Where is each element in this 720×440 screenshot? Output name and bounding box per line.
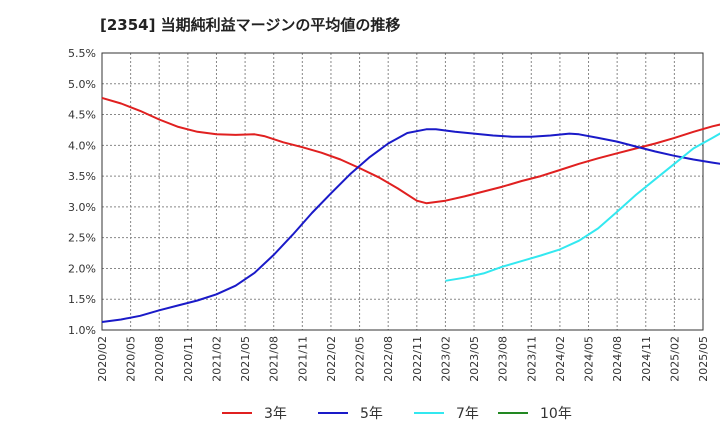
x-tick-label: 2023/11	[525, 336, 538, 382]
x-tick-label: 2025/02	[668, 336, 681, 382]
y-tick-label: 4.0%	[68, 139, 96, 152]
y-tick-label: 1.0%	[68, 324, 96, 337]
x-tick-label: 2020/02	[96, 336, 109, 382]
x-tick-label: 2021/11	[296, 336, 309, 382]
plot-frame	[101, 52, 704, 331]
legend-label: 10年	[540, 406, 572, 422]
y-tick-label: 2.5%	[68, 232, 96, 245]
x-tick-label: 2021/08	[268, 336, 281, 382]
y-tick-label: 1.5%	[68, 293, 96, 306]
x-tick-label: 2024/08	[611, 336, 624, 382]
x-tick-label: 2022/05	[354, 336, 367, 382]
y-tick-label: 3.0%	[68, 201, 96, 214]
y-tick-label: 3.5%	[68, 170, 96, 183]
series-line-3年	[101, 96, 720, 205]
x-tick-label: 2024/05	[583, 336, 596, 382]
x-tick-label: 2024/02	[554, 336, 567, 382]
y-tick-label: 5.5%	[68, 47, 96, 60]
y-tick-label: 4.5%	[68, 109, 96, 122]
x-tick-label: 2020/11	[182, 336, 195, 382]
x-tick-label: 2023/05	[468, 336, 481, 382]
legend-label: 5年	[360, 406, 383, 422]
x-tick-label: 2022/02	[325, 336, 338, 382]
x-tick-label: 2021/05	[239, 336, 252, 382]
x-tick-label: 2025/05	[697, 336, 710, 382]
legend-label: 3年	[264, 406, 287, 422]
x-tick-label: 2023/02	[439, 336, 452, 382]
x-tick-label: 2022/11	[411, 336, 424, 382]
x-tick-label: 2020/05	[125, 336, 138, 382]
y-tick-label: 5.0%	[68, 78, 96, 91]
x-tick-label: 2021/02	[210, 336, 223, 382]
series-line-5年	[101, 128, 720, 323]
legend-label: 7年	[456, 406, 479, 422]
x-tick-label: 2022/08	[382, 336, 395, 382]
x-tick-label: 2024/11	[640, 336, 653, 382]
x-tick-label: 2023/08	[497, 336, 510, 382]
y-tick-label: 2.0%	[68, 262, 96, 275]
x-tick-label: 2020/08	[153, 336, 166, 382]
series-line-7年	[445, 132, 720, 282]
chart-title: [2354] 当期純利益マージンの平均値の推移	[100, 16, 401, 34]
